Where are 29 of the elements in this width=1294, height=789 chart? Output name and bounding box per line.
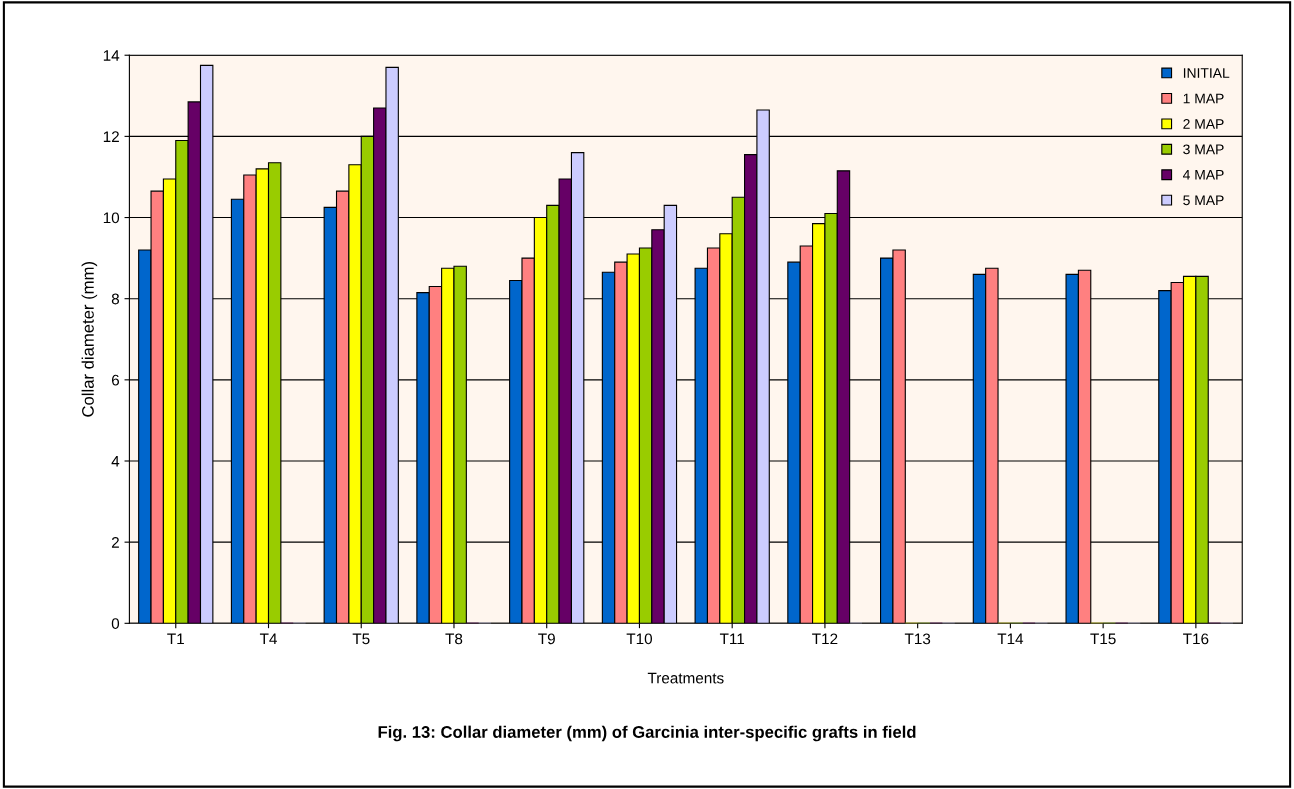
legend-label: 4 MAP (1182, 170, 1224, 180)
x-tick-label: T9 (538, 633, 555, 645)
y-tick-label: 12 (103, 131, 119, 142)
y-tick-label: 0 (111, 618, 120, 629)
y-tick-label: 8 (111, 293, 120, 305)
text: Fig. 13: Collar diameter (mm) of Garcinia inter-specific grafts in field (378, 725, 916, 742)
y-axis-title: Collar diameter (mm) (81, 262, 98, 417)
legend-label: 5 MAP (1183, 195, 1224, 206)
x-tick-label: T8 (445, 633, 463, 645)
x-tick-label: T14 (997, 633, 1024, 645)
x-tick-label: T13 (904, 633, 931, 645)
legend-label: 1 MAP (1183, 93, 1224, 104)
legend-label: 2 MAP (1183, 118, 1224, 129)
x-tick-label: T15 (1090, 633, 1116, 645)
x-tick-label: T1 (167, 633, 184, 645)
x-tick-label: T4 (259, 633, 277, 645)
legend-label: INITIAL (1183, 68, 1230, 78)
y-tick-label: 6 (111, 374, 120, 386)
x-axis-title: Treatments (647, 672, 724, 684)
y-tick-label: 14 (103, 50, 120, 61)
x-tick-label: T11 (719, 633, 745, 645)
x-tick-label: T10 (626, 633, 653, 645)
x-tick-label: T5 (352, 633, 370, 645)
x-tick-label: T12 (812, 633, 838, 645)
y-tick-label: 2 (111, 537, 119, 548)
y-tick-label: 4 (111, 456, 120, 467)
y-tick-label: 10 (103, 212, 120, 224)
legend-label: 3 MAP (1183, 144, 1224, 155)
x-tick-label: T16 (1183, 633, 1209, 645)
